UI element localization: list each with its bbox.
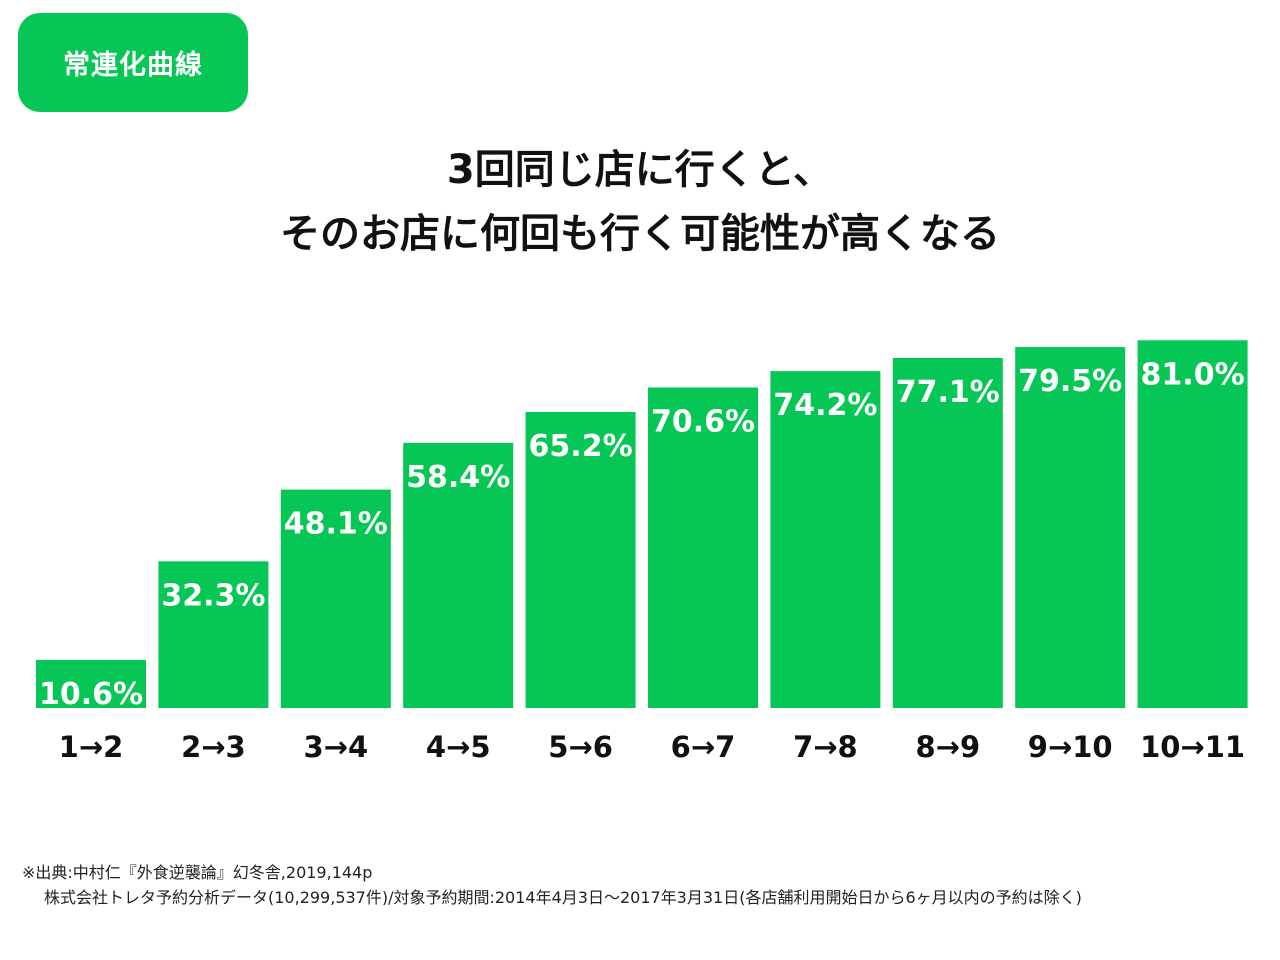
source-line-2: 株式会社トレタ予約分析データ(10,299,537件)/対象予約期間:2014年… bbox=[44, 888, 1082, 907]
category-label: 4→5 bbox=[426, 730, 491, 764]
bar-value-label: 74.2% bbox=[773, 388, 877, 423]
bar-7 bbox=[770, 371, 881, 708]
page-title: 3回同じ店に行くと、 そのお店に何回も行く可能性が高くなる bbox=[0, 138, 1280, 266]
title-line-1: 3回同じ店に行くと、 bbox=[446, 147, 834, 193]
bar-10 bbox=[1137, 340, 1248, 708]
bar-1 bbox=[36, 659, 146, 708]
bar-value-label: 58.4% bbox=[406, 460, 510, 495]
bar-value-label: 48.1% bbox=[284, 507, 388, 542]
category-label: 9→10 bbox=[1028, 730, 1113, 764]
bar-9 bbox=[1015, 347, 1126, 708]
source-note: ※出典:中村仁『外食逆襲論』幻冬舎,2019,144p 株式会社トレタ予約分析デ… bbox=[22, 860, 1082, 910]
bar-3 bbox=[280, 489, 391, 708]
category-label: 10→11 bbox=[1140, 730, 1245, 764]
bar-value-label: 70.6% bbox=[651, 404, 755, 439]
category-label: 8→9 bbox=[915, 730, 980, 764]
bar-8 bbox=[892, 357, 1003, 708]
bar-value-label: 10.6% bbox=[39, 677, 143, 712]
category-label: 6→7 bbox=[671, 730, 736, 764]
bar-value-label: 32.3% bbox=[161, 578, 265, 613]
source-line-1: ※出典:中村仁『外食逆襲論』幻冬舎,2019,144p bbox=[22, 863, 373, 882]
category-label: 5→6 bbox=[548, 730, 613, 764]
bar-value-label: 81.0% bbox=[1141, 357, 1245, 392]
category-label: 1→2 bbox=[59, 730, 124, 764]
category-label: 7→8 bbox=[793, 730, 858, 764]
bar-value-label: 79.5% bbox=[1018, 364, 1122, 399]
bar-2 bbox=[158, 561, 269, 708]
category-label: 2→3 bbox=[181, 730, 246, 764]
chart-badge: 常連化曲線 bbox=[18, 13, 248, 112]
badge-label: 常連化曲線 bbox=[63, 50, 203, 81]
bar-6 bbox=[648, 387, 758, 708]
category-label: 3→4 bbox=[303, 730, 368, 764]
title-line-2: そのお店に何回も行く可能性が高くなる bbox=[280, 211, 1000, 257]
bar-value-label: 65.2% bbox=[529, 429, 633, 464]
bar-4 bbox=[403, 442, 514, 708]
bar-value-label: 77.1% bbox=[896, 375, 1000, 410]
bar-5 bbox=[525, 411, 636, 708]
